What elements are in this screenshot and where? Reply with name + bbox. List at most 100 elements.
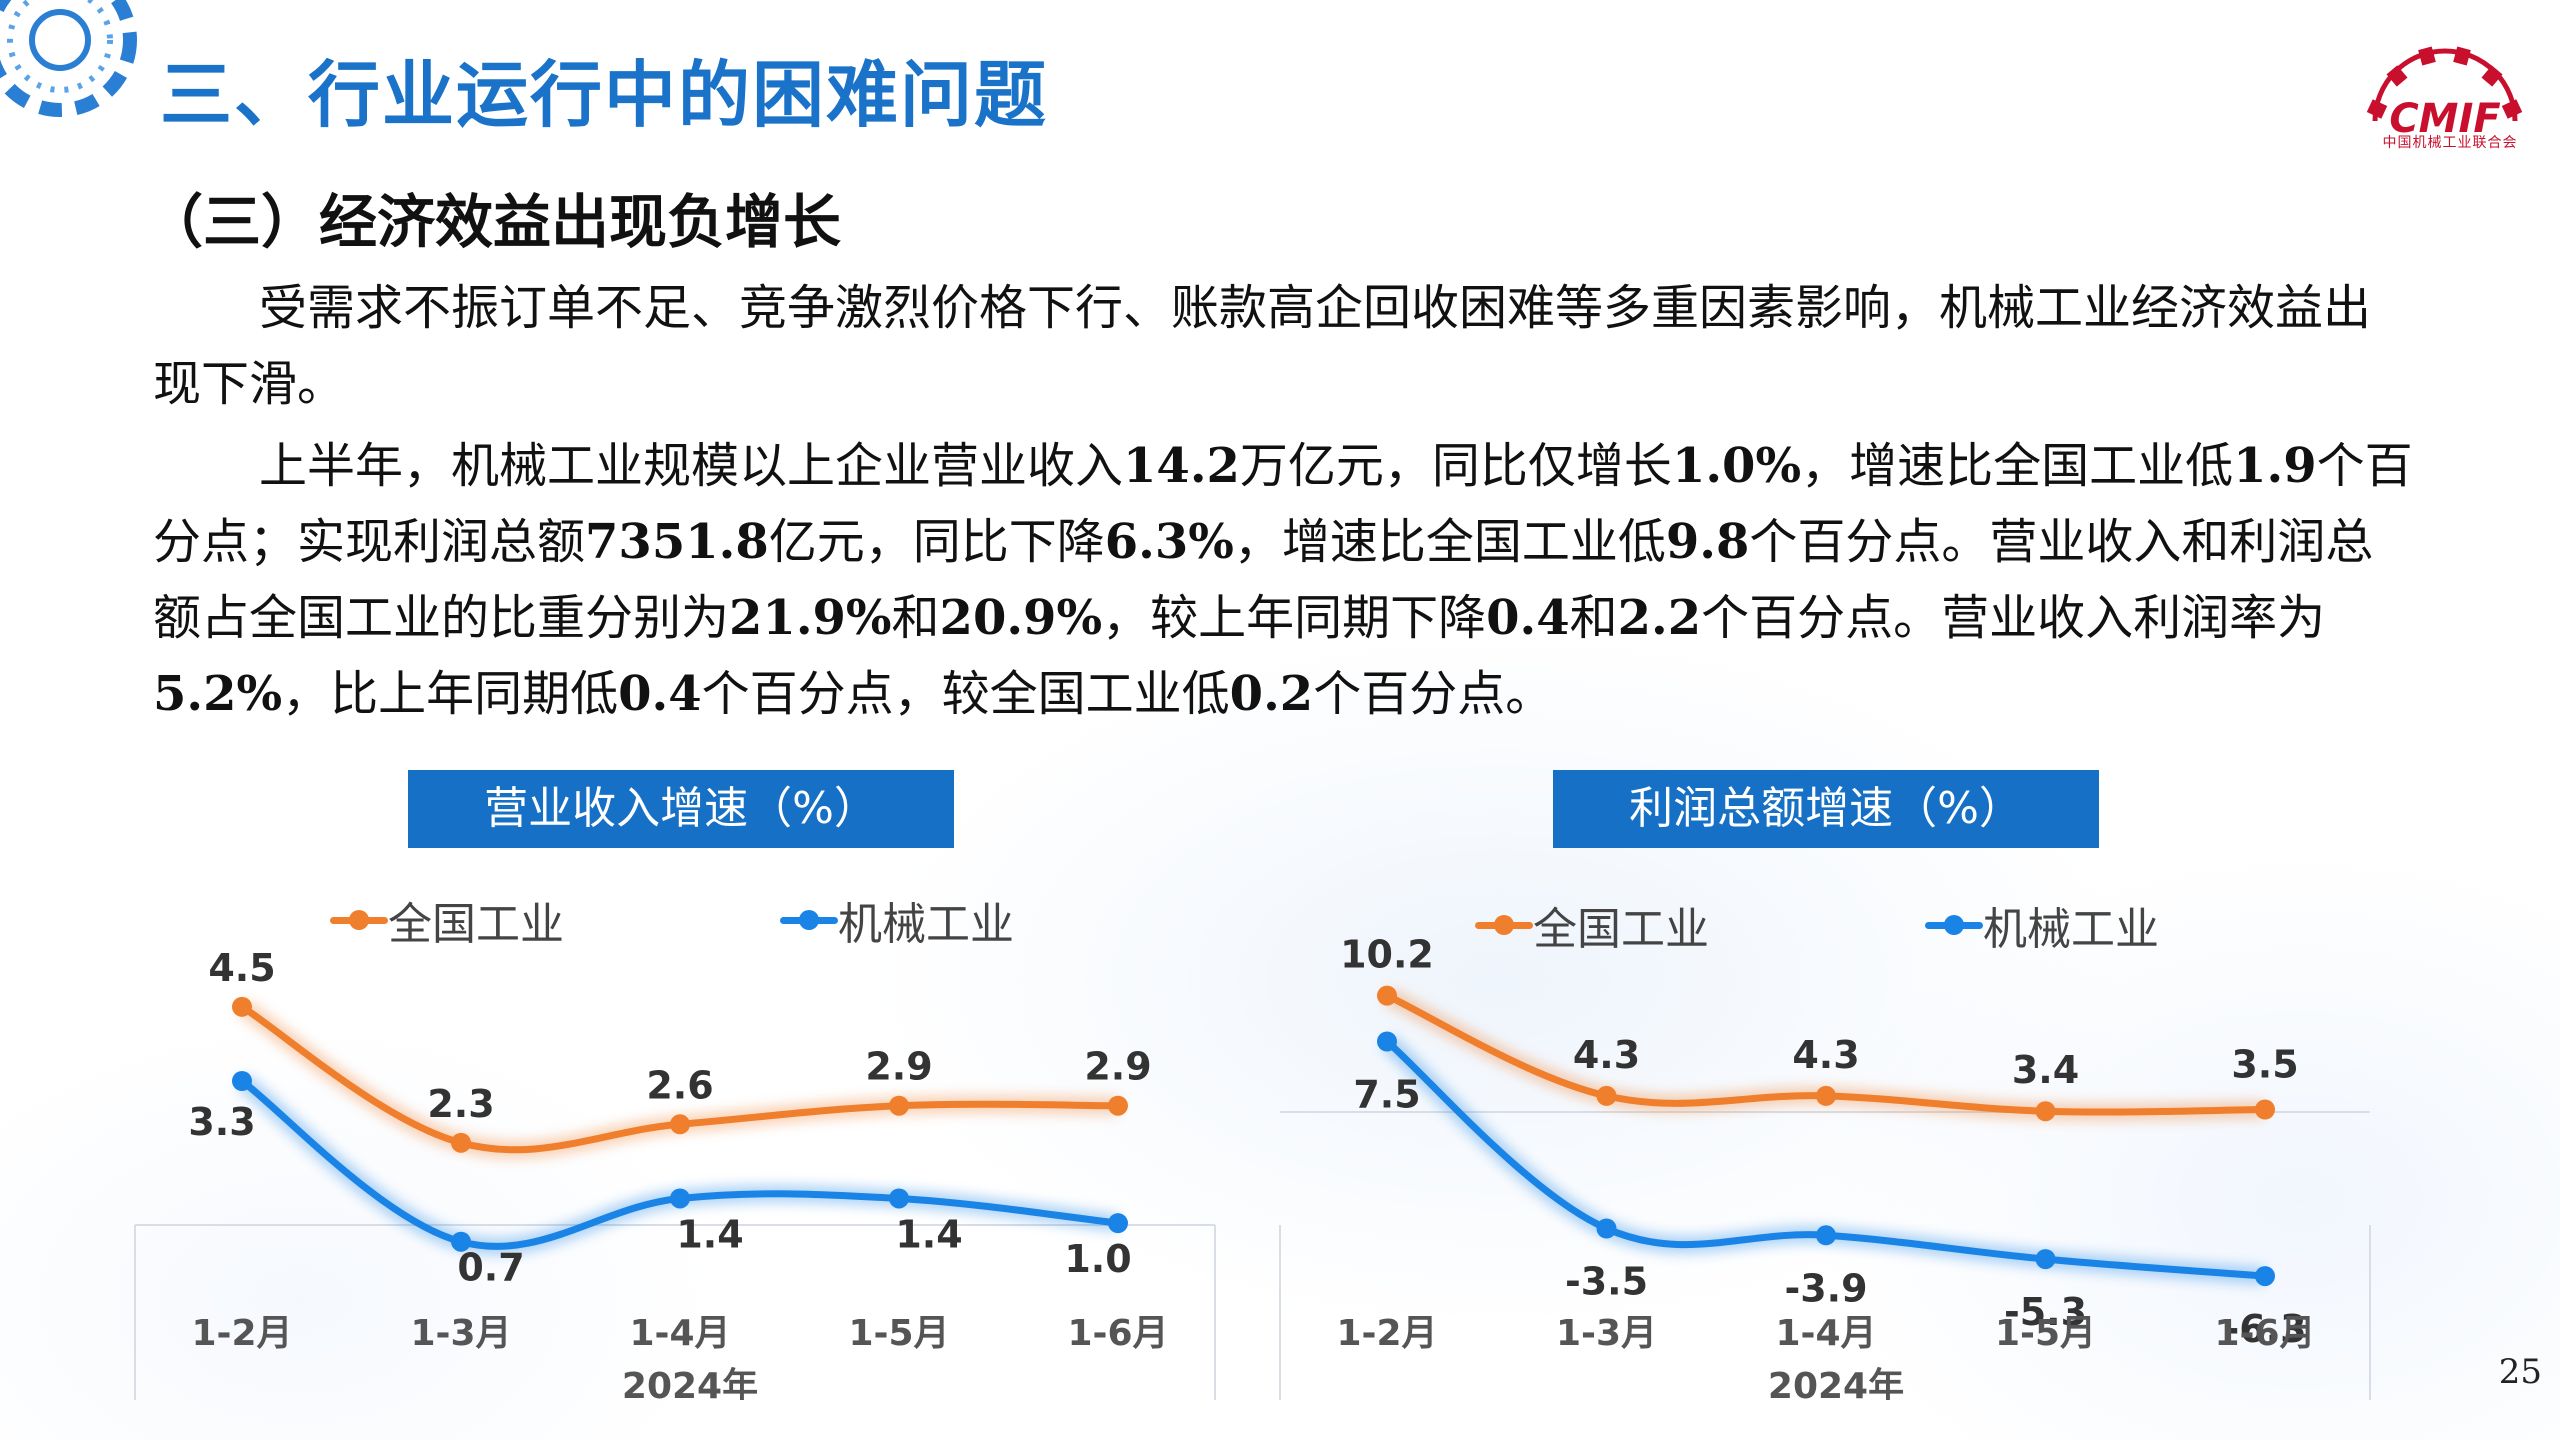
section-title: （三）经济效益出现负增长	[145, 188, 842, 256]
x-tick-label: 1-2月	[1336, 1313, 1437, 1354]
series-line-machinery	[1383, 1038, 2269, 1280]
paragraph-figure: 1.9	[2233, 438, 2317, 494]
data-point	[232, 996, 252, 1017]
data-point	[1108, 1213, 1128, 1234]
legend-national-label: 全国工业	[388, 899, 564, 950]
data-label: 0.7	[457, 1246, 524, 1290]
data-point	[2255, 1266, 2275, 1287]
paragraph-text: 万亿元，同比仅增长	[1239, 438, 1672, 494]
data-label: -3.5	[1565, 1260, 1648, 1304]
paragraph-text: ，较上年同期下降	[1102, 590, 1487, 646]
chart-plot-area: 4.5 2.3 2.6 2.9 2.9 3.3 0.7 1.4 1.4 1.0 1-2月 1-3月 1-…	[134, 946, 1216, 1400]
data-point	[2255, 1099, 2275, 1120]
legend-national-label: 全国工业	[1533, 904, 1709, 955]
data-point	[670, 1114, 690, 1135]
data-point	[889, 1188, 909, 1209]
paragraph-text: 个百分点。	[1313, 666, 1554, 722]
x-tick-label: 1-3月	[1556, 1313, 1657, 1354]
paragraph-figure: 20.9%	[939, 590, 1103, 646]
paragraph-figure: 0.4	[1486, 590, 1570, 646]
chart-title: 营业收入增速（%）	[408, 770, 954, 848]
data-point	[451, 1231, 471, 1252]
data-label: 3.4	[2012, 1048, 2079, 1092]
data-label: 2.9	[865, 1045, 932, 1089]
data-label: 7.5	[1353, 1073, 1420, 1117]
paragraph-figure: 14.2	[1123, 438, 1240, 494]
x-tick-label: 1-6月	[2214, 1313, 2315, 1354]
legend-machinery-label: 机械工业	[838, 899, 1014, 950]
data-label: 2.3	[427, 1082, 494, 1126]
x-axis-title: 2024年	[1768, 1366, 1904, 1400]
data-label: 4.5	[208, 946, 275, 990]
paragraph-figure: 7351.8	[585, 514, 769, 570]
data-label: -5.3	[2004, 1290, 2087, 1334]
x-tick-label: 1-3月	[410, 1313, 511, 1354]
paragraph-figure: 2.2	[1617, 590, 1702, 646]
data-label: 4.3	[1792, 1033, 1859, 1077]
paragraph-text: 亿元，同比下降	[768, 514, 1105, 570]
x-tick-label: 1-4月	[1775, 1313, 1876, 1354]
paragraph-text: ，增速比全国工业低	[1233, 514, 1666, 570]
data-point	[1596, 1085, 1617, 1106]
paragraph-text: 和	[1569, 590, 1618, 646]
data-point	[2035, 1249, 2056, 1270]
legend-national: 全国工业	[330, 888, 564, 952]
data-point	[232, 1071, 252, 1091]
data-label: 1.0	[1064, 1237, 1131, 1281]
paragraph-figure: 9.8	[1665, 514, 1750, 570]
data-label: 4.3	[1573, 1033, 1640, 1077]
paragraph-intro: 受需求不振订单不足、竞争激烈价格下行、账款高企回收困难等多重因素影响，机械工业经…	[153, 280, 2372, 412]
data-point	[670, 1188, 690, 1209]
data-point	[889, 1095, 909, 1116]
data-label: 3.3	[188, 1100, 255, 1144]
gear-decoration-icon	[0, 0, 137, 117]
data-point	[1377, 985, 1397, 1006]
x-tick-label: 1-5月	[1995, 1313, 2096, 1354]
paragraph-figure: 0.4	[618, 666, 702, 722]
data-label: 2.6	[646, 1063, 713, 1107]
legend-machinery: 机械工业	[780, 888, 1014, 952]
page-number: 25	[2498, 1352, 2542, 1392]
data-label: 10.2	[1340, 933, 1434, 977]
cmif-logo: CMIF	[2366, 46, 2523, 142]
paragraph-figure: 1.0%	[1671, 438, 1802, 494]
revenue-growth-chart: 营业收入增速（%） 全国工业 机械工业 4.5 2.3 2.6 2.9 2.9 3.3 0.…	[130, 760, 1220, 1400]
paragraph-figure: 0.2	[1229, 666, 1314, 722]
paragraph-figure: 6.3%	[1104, 514, 1234, 570]
paragraph-text: ，比上年同期低	[282, 666, 619, 722]
paragraph-text: 和	[891, 590, 940, 646]
data-point	[1816, 1225, 1836, 1246]
paragraph-figure: 5.2%	[153, 666, 283, 722]
paragraph-text: 个百分点，较全国工业低	[701, 666, 1230, 722]
data-point	[1816, 1085, 1836, 1106]
x-axis-title: 2024年	[622, 1366, 758, 1400]
profit-growth-chart: 利润总额增速（%） 全国工业 机械工业 10.2 4.3 4.3 3.4 3.5 7.5 -…	[1275, 760, 2375, 1400]
data-label: 1.4	[895, 1212, 962, 1256]
data-label: 2.9	[1084, 1045, 1151, 1089]
data-point	[451, 1132, 471, 1153]
data-point	[1377, 1031, 1397, 1052]
legend-national: 全国工业	[1475, 893, 1709, 957]
data-label: -6.3	[2223, 1307, 2306, 1351]
paragraph-text: 上半年，机械工业规模以上企业营业收入	[259, 438, 1124, 494]
logo-text: CMIF	[2389, 96, 2500, 142]
legend-machinery-marker	[1925, 908, 1983, 942]
chart-plot-area: 10.2 4.3 4.3 3.4 3.5 7.5 -3.5 -3.9 -5.3 -6.3 1-2月 1…	[1279, 933, 2371, 1400]
paragraph-text: ，增速比全国工业低	[1801, 438, 2234, 494]
x-tick-label: 1-4月	[629, 1313, 730, 1354]
paragraph-text: 个百分点。营业收入和利润总额占全国工业的比重分别为	[153, 514, 2374, 646]
data-label: 3.5	[2231, 1043, 2298, 1087]
legend-machinery-label: 机械工业	[1983, 904, 2159, 955]
paragraph-text: 个百分点。营业收入利润率为	[1701, 590, 2326, 646]
data-label: -3.9	[1784, 1266, 1867, 1310]
legend-national-marker	[1475, 908, 1533, 942]
legend-national-marker	[330, 903, 388, 937]
legend-machinery-marker	[780, 903, 838, 937]
data-point	[1108, 1095, 1128, 1116]
paragraph-figure: 21.9%	[729, 590, 892, 646]
x-tick-label: 1-2月	[191, 1313, 292, 1354]
legend-machinery: 机械工业	[1925, 893, 2159, 957]
data-label: 1.4	[676, 1212, 743, 1256]
paragraph-details: 上半年，机械工业规模以上企业营业收入14.2万亿元，同比仅增长1.0%，增速比全…	[153, 428, 2415, 732]
